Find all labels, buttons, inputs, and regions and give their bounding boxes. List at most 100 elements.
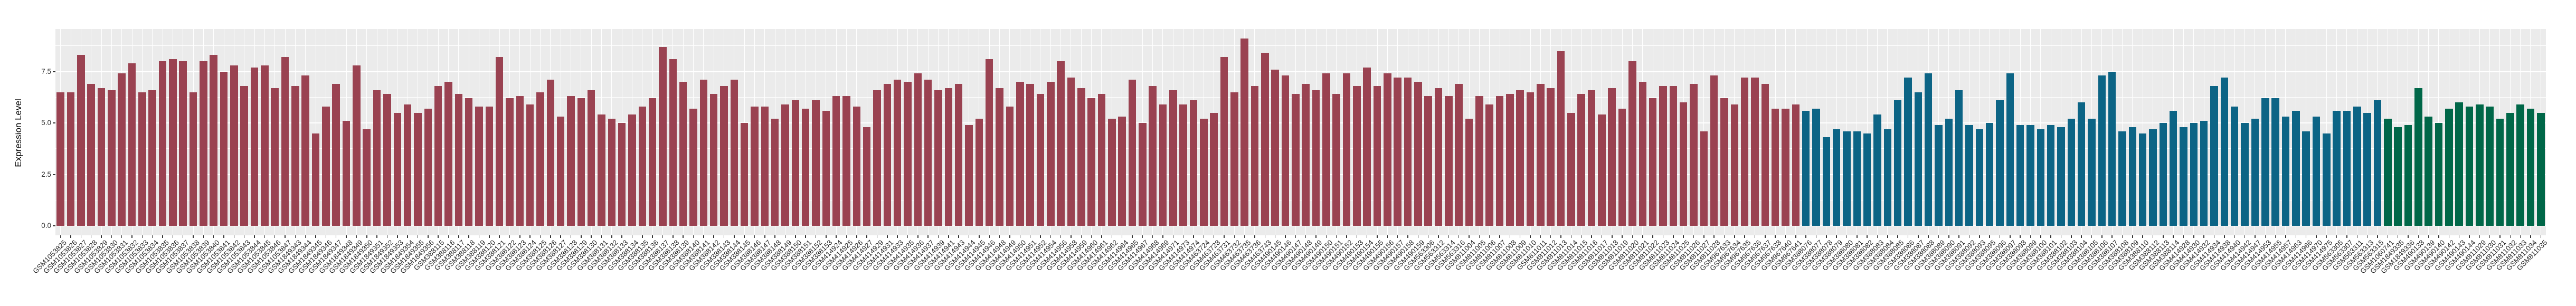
expression-bar bbox=[1322, 73, 1330, 226]
x-axis-tick bbox=[2540, 235, 2542, 238]
x-axis-tick bbox=[662, 235, 664, 238]
expression-bar bbox=[546, 80, 555, 226]
x-axis-tick bbox=[2377, 235, 2378, 238]
expression-bar bbox=[1639, 82, 1646, 226]
x-axis-tick bbox=[1662, 235, 1664, 238]
expression-bar bbox=[1057, 61, 1065, 226]
x-axis-tick bbox=[2275, 235, 2276, 238]
x-axis-tick bbox=[2489, 235, 2490, 238]
x-axis-tick bbox=[2356, 235, 2358, 238]
x-axis-tick bbox=[1162, 235, 1163, 238]
expression-bar bbox=[1302, 83, 1310, 226]
expression-bar bbox=[893, 80, 902, 226]
x-axis-tick bbox=[305, 235, 306, 238]
expression-bar bbox=[2108, 71, 2116, 226]
expression-bar bbox=[1945, 119, 1953, 226]
expression-bar bbox=[67, 92, 75, 226]
expression-bar bbox=[2180, 127, 2187, 226]
expression-bar bbox=[148, 90, 156, 226]
x-axis-tick bbox=[1499, 235, 1500, 238]
x-axis-tick bbox=[1632, 235, 1633, 238]
x-axis-tick bbox=[407, 235, 408, 238]
expression-bar bbox=[1863, 133, 1871, 226]
expression-bar bbox=[87, 83, 95, 226]
x-axis-tick bbox=[417, 235, 419, 238]
x-axis-tick bbox=[2458, 235, 2460, 238]
expression-bar bbox=[965, 125, 973, 226]
expression-bar bbox=[1261, 53, 1269, 226]
x-axis-tick bbox=[1877, 235, 1878, 238]
gridline-vertical bbox=[1867, 29, 1868, 235]
expression-bar bbox=[2486, 106, 2494, 226]
x-axis-tick bbox=[927, 235, 929, 238]
x-axis-tick bbox=[2081, 235, 2082, 238]
x-axis-tick bbox=[295, 235, 296, 238]
x-axis-tick bbox=[1836, 235, 1837, 238]
expression-bar bbox=[2067, 119, 2076, 226]
x-axis-tick bbox=[570, 235, 572, 238]
x-axis-tick bbox=[713, 235, 714, 238]
expression-bar bbox=[311, 133, 320, 226]
expression-bar bbox=[1159, 104, 1167, 226]
expression-bar bbox=[1618, 108, 1626, 226]
x-axis-tick bbox=[2152, 235, 2154, 238]
x-axis-tick bbox=[1438, 235, 1439, 238]
x-axis-tick bbox=[1224, 235, 1225, 238]
x-axis-tick bbox=[2509, 235, 2511, 238]
expression-bar bbox=[996, 88, 1003, 226]
expression-bar bbox=[659, 46, 667, 226]
expression-bar bbox=[1067, 78, 1075, 226]
x-axis-tick bbox=[1071, 235, 1072, 238]
x-axis-tick bbox=[285, 235, 286, 238]
expression-bar bbox=[1547, 88, 1555, 226]
x-axis-tick bbox=[60, 235, 61, 238]
expression-bar bbox=[1975, 129, 1984, 226]
expression-bar bbox=[1740, 78, 1749, 226]
y-axis-title: Expression Level bbox=[13, 99, 23, 167]
x-axis-tick bbox=[1887, 235, 1888, 238]
gridline-minor bbox=[55, 148, 2546, 149]
expression-bar bbox=[1710, 75, 1718, 226]
x-axis-tick bbox=[141, 235, 143, 238]
expression-bar bbox=[1495, 96, 1504, 226]
expression-bar bbox=[1026, 83, 1034, 226]
expression-bar bbox=[1363, 67, 1371, 226]
x-axis-tick bbox=[2050, 235, 2051, 238]
y-axis-tick bbox=[53, 174, 55, 175]
gridline-vertical bbox=[2326, 29, 2327, 235]
expression-bar bbox=[1516, 90, 1524, 226]
expression-bar bbox=[904, 82, 912, 226]
expression-bar bbox=[179, 61, 187, 226]
x-axis-tick bbox=[1234, 235, 1235, 238]
x-axis-tick bbox=[621, 235, 622, 238]
x-axis-tick bbox=[1172, 235, 1174, 238]
x-axis-tick bbox=[2387, 235, 2389, 238]
expression-bar bbox=[1414, 82, 1422, 226]
expression-bar bbox=[2465, 106, 2474, 226]
x-axis-tick bbox=[979, 235, 980, 238]
x-axis-tick bbox=[1213, 235, 1215, 238]
x-axis-tick bbox=[744, 235, 745, 238]
expression-bar bbox=[2516, 104, 2524, 226]
expression-bar bbox=[2251, 119, 2259, 226]
expression-bar bbox=[1659, 85, 1667, 226]
x-axis-tick bbox=[193, 235, 194, 238]
x-axis-tick bbox=[1958, 235, 1959, 238]
x-axis-tick bbox=[172, 235, 174, 238]
x-axis-tick bbox=[1509, 235, 1511, 238]
expression-bar bbox=[1935, 125, 1943, 226]
expression-bar bbox=[1384, 73, 1391, 226]
x-axis-tick bbox=[1713, 235, 1715, 238]
x-axis-tick bbox=[1305, 235, 1306, 238]
expression-bar bbox=[1587, 90, 1596, 226]
x-axis-tick bbox=[2101, 235, 2103, 238]
expression-bar bbox=[1169, 90, 1177, 226]
expression-bar bbox=[2333, 110, 2341, 226]
x-axis-tick bbox=[1019, 235, 1020, 238]
expression-bar bbox=[2098, 75, 2106, 226]
expression-bar bbox=[56, 92, 64, 226]
expression-bar bbox=[669, 59, 677, 226]
x-axis-tick bbox=[652, 235, 653, 238]
x-axis-tick bbox=[2520, 235, 2521, 238]
x-axis-tick bbox=[1152, 235, 1153, 238]
